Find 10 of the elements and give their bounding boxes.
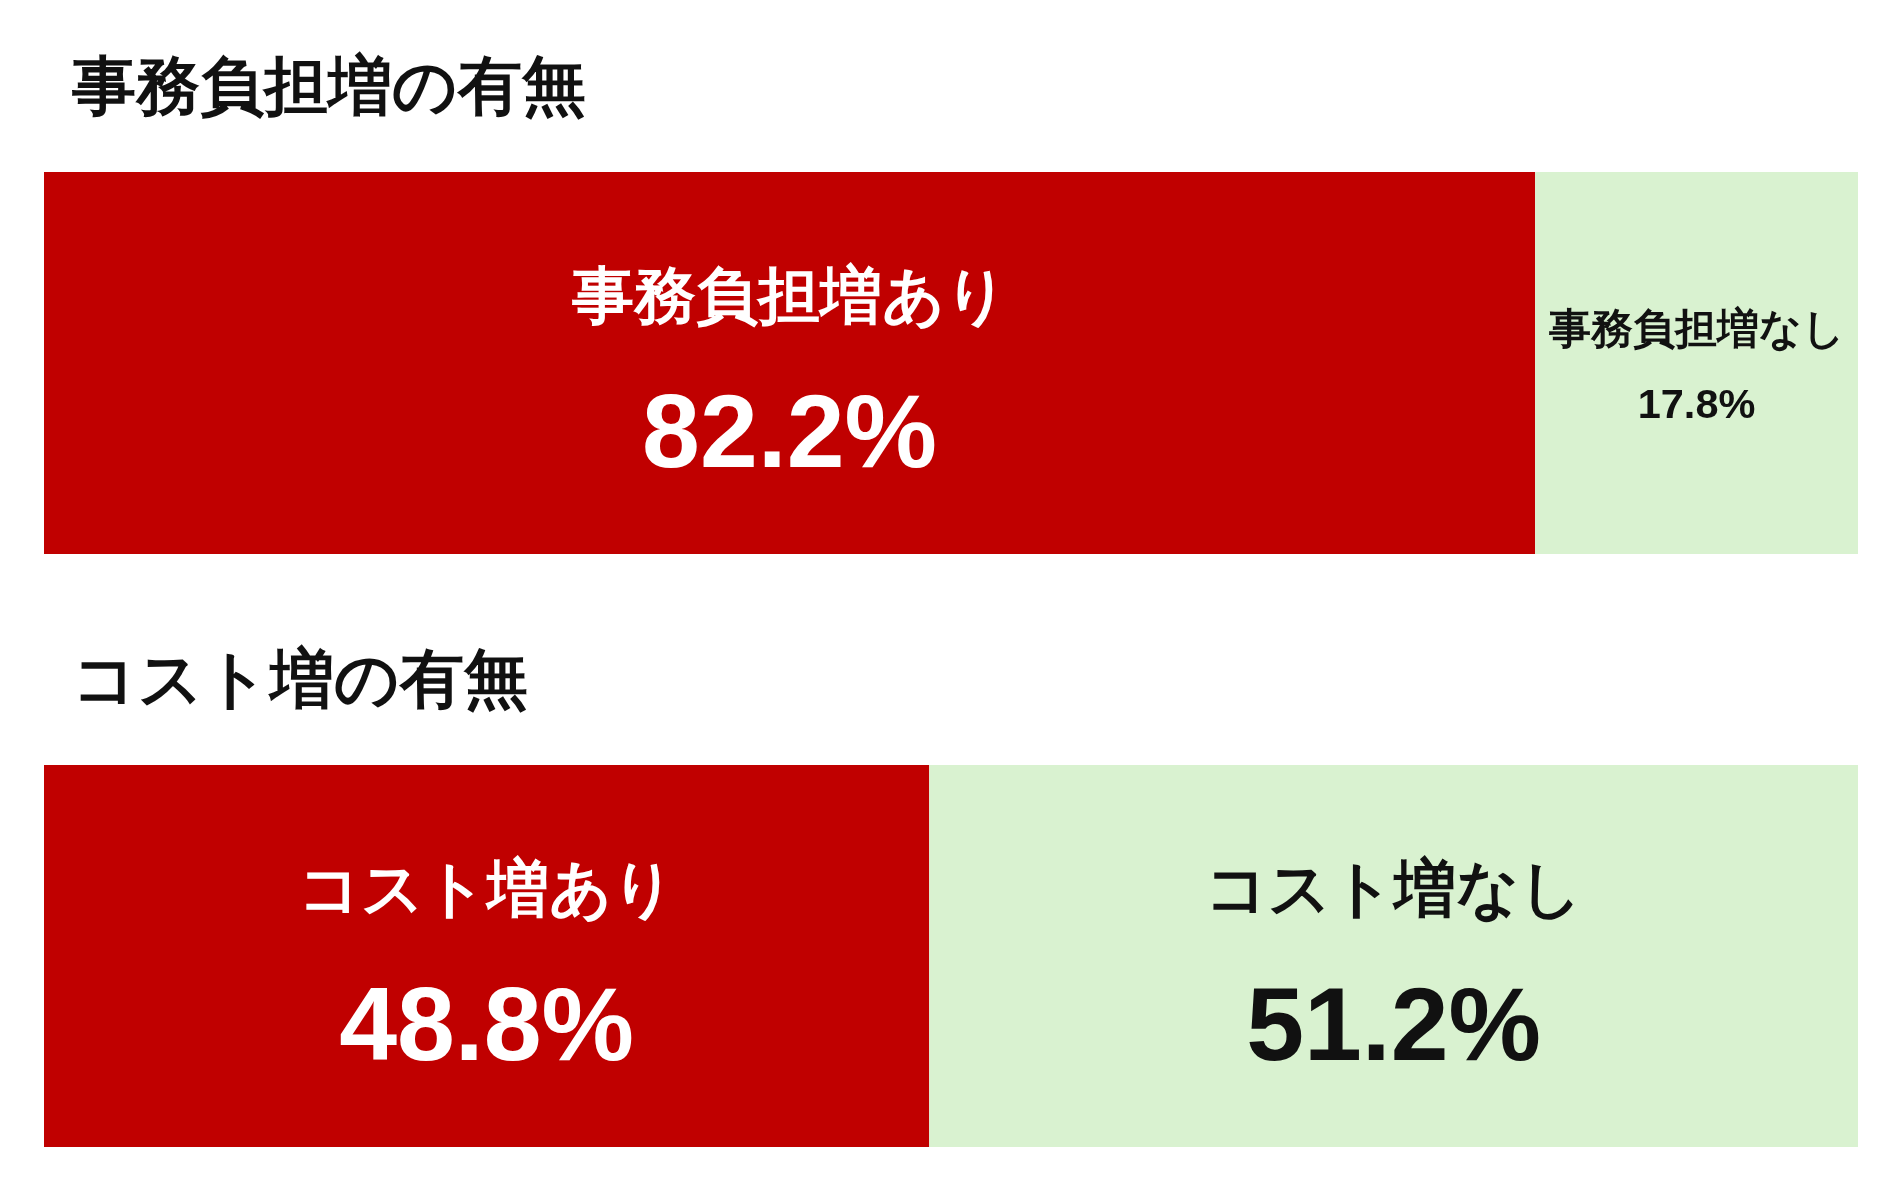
data-label: 17.8% bbox=[1637, 379, 1756, 427]
series-label: コスト増なし bbox=[1205, 853, 1583, 923]
data-label: 82.2% bbox=[642, 373, 937, 489]
series-label: 事務負担増なし bbox=[1547, 304, 1845, 352]
chart-title: 事務負担増の有無 bbox=[71, 50, 586, 122]
data-label: 51.2% bbox=[1246, 966, 1542, 1082]
data-label: 48.8% bbox=[339, 966, 635, 1082]
chart-title: コスト増の有無 bbox=[72, 643, 528, 715]
series-label: 事務負担増あり bbox=[570, 260, 1008, 330]
series-label: コスト増あり bbox=[298, 853, 676, 923]
